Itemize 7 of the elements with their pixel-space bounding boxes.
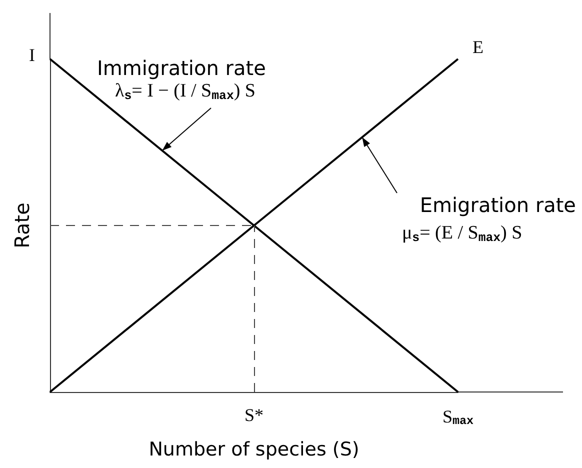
y-axis-title: Rate (10, 202, 34, 248)
text: I (29, 45, 35, 65)
x-tick-label: S* (244, 405, 264, 425)
annotation: E (472, 37, 484, 57)
annotation: Immigration rate (97, 56, 266, 80)
annotation: Emigration rate (420, 193, 576, 217)
x-axis-title: Number of species (S) (148, 438, 360, 460)
